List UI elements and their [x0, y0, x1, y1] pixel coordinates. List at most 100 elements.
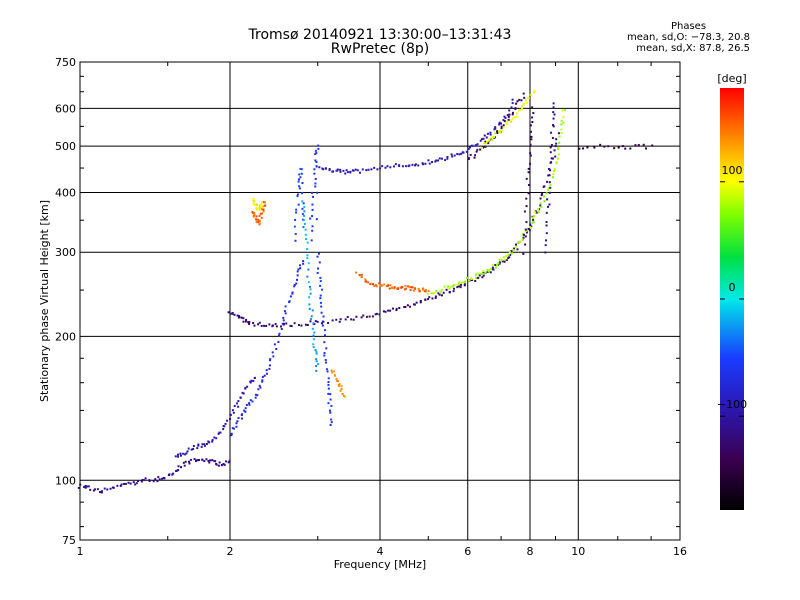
data-point — [176, 469, 179, 472]
data-point — [152, 480, 155, 483]
data-point — [320, 305, 323, 308]
data-point — [512, 249, 515, 252]
data-point — [300, 324, 303, 327]
data-point — [332, 370, 335, 373]
data-point — [306, 254, 309, 257]
data-point — [339, 318, 342, 321]
data-point — [505, 259, 508, 262]
data-point — [621, 145, 624, 148]
data-point — [527, 97, 530, 100]
data-point — [502, 126, 505, 129]
data-point — [294, 233, 297, 236]
data-point — [245, 318, 248, 321]
data-point — [232, 427, 235, 430]
data-point — [294, 239, 297, 242]
data-point — [457, 285, 460, 288]
data-point — [237, 417, 240, 420]
data-point — [382, 310, 385, 313]
data-point — [283, 310, 286, 313]
data-point — [487, 142, 490, 145]
data-point — [494, 132, 497, 135]
data-point — [239, 396, 242, 399]
data-point — [265, 324, 268, 327]
data-point — [302, 202, 305, 205]
data-point — [319, 280, 322, 283]
data-point — [482, 137, 485, 140]
data-point — [464, 280, 467, 283]
data-point — [158, 478, 161, 481]
data-point — [452, 287, 455, 290]
data-point — [440, 157, 443, 160]
data-point — [432, 292, 435, 295]
data-point — [275, 347, 278, 350]
data-point — [593, 146, 596, 149]
data-point — [481, 272, 484, 275]
data-point — [491, 135, 494, 138]
data-point — [268, 364, 271, 367]
data-point — [437, 159, 440, 162]
data-point — [315, 160, 318, 163]
data-point — [327, 321, 330, 324]
data-point — [543, 185, 546, 188]
data-point — [484, 142, 487, 145]
data-point — [548, 167, 551, 170]
data-point — [329, 398, 332, 401]
data-point — [264, 204, 267, 207]
data-point — [537, 211, 540, 214]
data-point — [219, 431, 222, 434]
data-point — [263, 324, 266, 327]
data-point — [525, 231, 528, 234]
data-point — [483, 145, 486, 148]
data-point — [494, 126, 497, 129]
data-point — [265, 369, 268, 372]
data-point — [308, 303, 311, 306]
data-point — [503, 260, 506, 263]
data-point — [381, 284, 384, 287]
y-axis-label: Stationary phase Virtual Height [km] — [38, 200, 51, 402]
data-point — [480, 138, 483, 141]
data-point — [320, 311, 323, 314]
data-point — [298, 187, 301, 190]
data-point — [511, 252, 514, 255]
data-point — [255, 207, 258, 210]
data-point — [214, 462, 217, 465]
data-point — [522, 233, 525, 236]
data-point — [315, 369, 318, 372]
data-point — [386, 165, 389, 168]
data-point — [651, 144, 654, 147]
data-point — [527, 183, 530, 186]
data-point — [366, 281, 369, 284]
data-point — [549, 186, 552, 189]
data-point — [236, 314, 239, 317]
data-point — [257, 323, 260, 326]
data-point — [237, 400, 240, 403]
data-point — [384, 310, 387, 313]
data-point — [433, 292, 436, 295]
data-point — [507, 254, 510, 257]
data-point — [417, 287, 420, 290]
data-point — [422, 288, 425, 291]
data-point — [462, 151, 465, 154]
data-point — [163, 477, 166, 480]
data-point — [319, 294, 322, 297]
data-point — [135, 482, 138, 485]
data-point — [430, 292, 433, 295]
data-point — [302, 260, 305, 263]
data-point — [179, 452, 182, 455]
data-point — [507, 115, 510, 118]
data-point — [258, 222, 261, 225]
data-point — [371, 315, 374, 318]
data-point — [552, 169, 555, 172]
data-point — [85, 485, 88, 488]
data-point — [283, 322, 286, 325]
data-point — [561, 109, 564, 112]
data-point — [510, 106, 513, 109]
data-point — [312, 334, 315, 337]
data-point — [307, 262, 310, 265]
data-point — [321, 320, 324, 323]
data-point — [124, 482, 127, 485]
data-point — [523, 96, 526, 99]
data-point — [252, 202, 255, 205]
data-point — [458, 153, 461, 156]
data-point — [392, 165, 395, 168]
